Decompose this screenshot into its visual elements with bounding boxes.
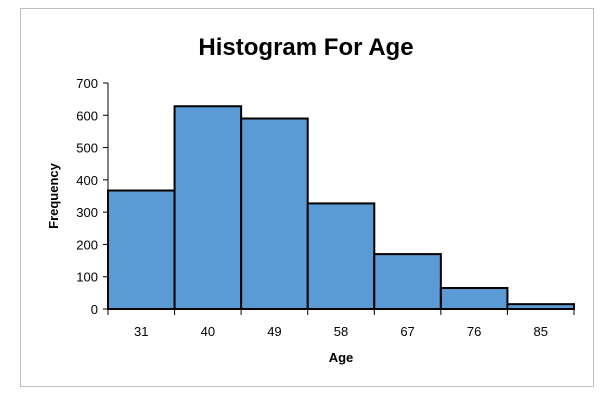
histogram-bar (439, 287, 509, 310)
chart-title: Histogram For Age (198, 34, 413, 61)
y-tick-label: 200 (76, 237, 98, 252)
axes (107, 83, 574, 310)
x-tick-label: 67 (400, 324, 414, 339)
x-tick-label: 85 (533, 324, 547, 339)
y-tick-label: 0 (91, 302, 98, 317)
histogram-bar (240, 117, 309, 310)
bars-group (107, 105, 575, 311)
y-tick-label: 100 (76, 270, 98, 285)
histogram-bar (173, 105, 243, 310)
histogram-bar (506, 303, 575, 310)
y-tick-label: 700 (76, 76, 98, 91)
x-tick-label: 58 (334, 324, 348, 339)
y-tick-label: 300 (76, 205, 98, 220)
y-axis-label: Frequency (46, 162, 61, 229)
histogram-bar (107, 189, 176, 310)
x-tick-label: 49 (267, 324, 281, 339)
y-tick-label: 600 (76, 108, 98, 123)
x-tick-label: 40 (201, 324, 215, 339)
x-axis-label: Age (329, 350, 354, 365)
y-axis-ticks: 0 100 200 300 400 500 600 700 (76, 76, 108, 317)
histogram-bar (306, 202, 376, 311)
y-tick-label: 500 (76, 141, 98, 156)
y-tick-label: 400 (76, 173, 98, 188)
histogram-bar (373, 253, 442, 311)
x-tick-label: 76 (467, 324, 481, 339)
x-axis-ticks: 31 40 49 58 67 76 85 (107, 309, 575, 339)
x-tick-label: 31 (134, 324, 148, 339)
